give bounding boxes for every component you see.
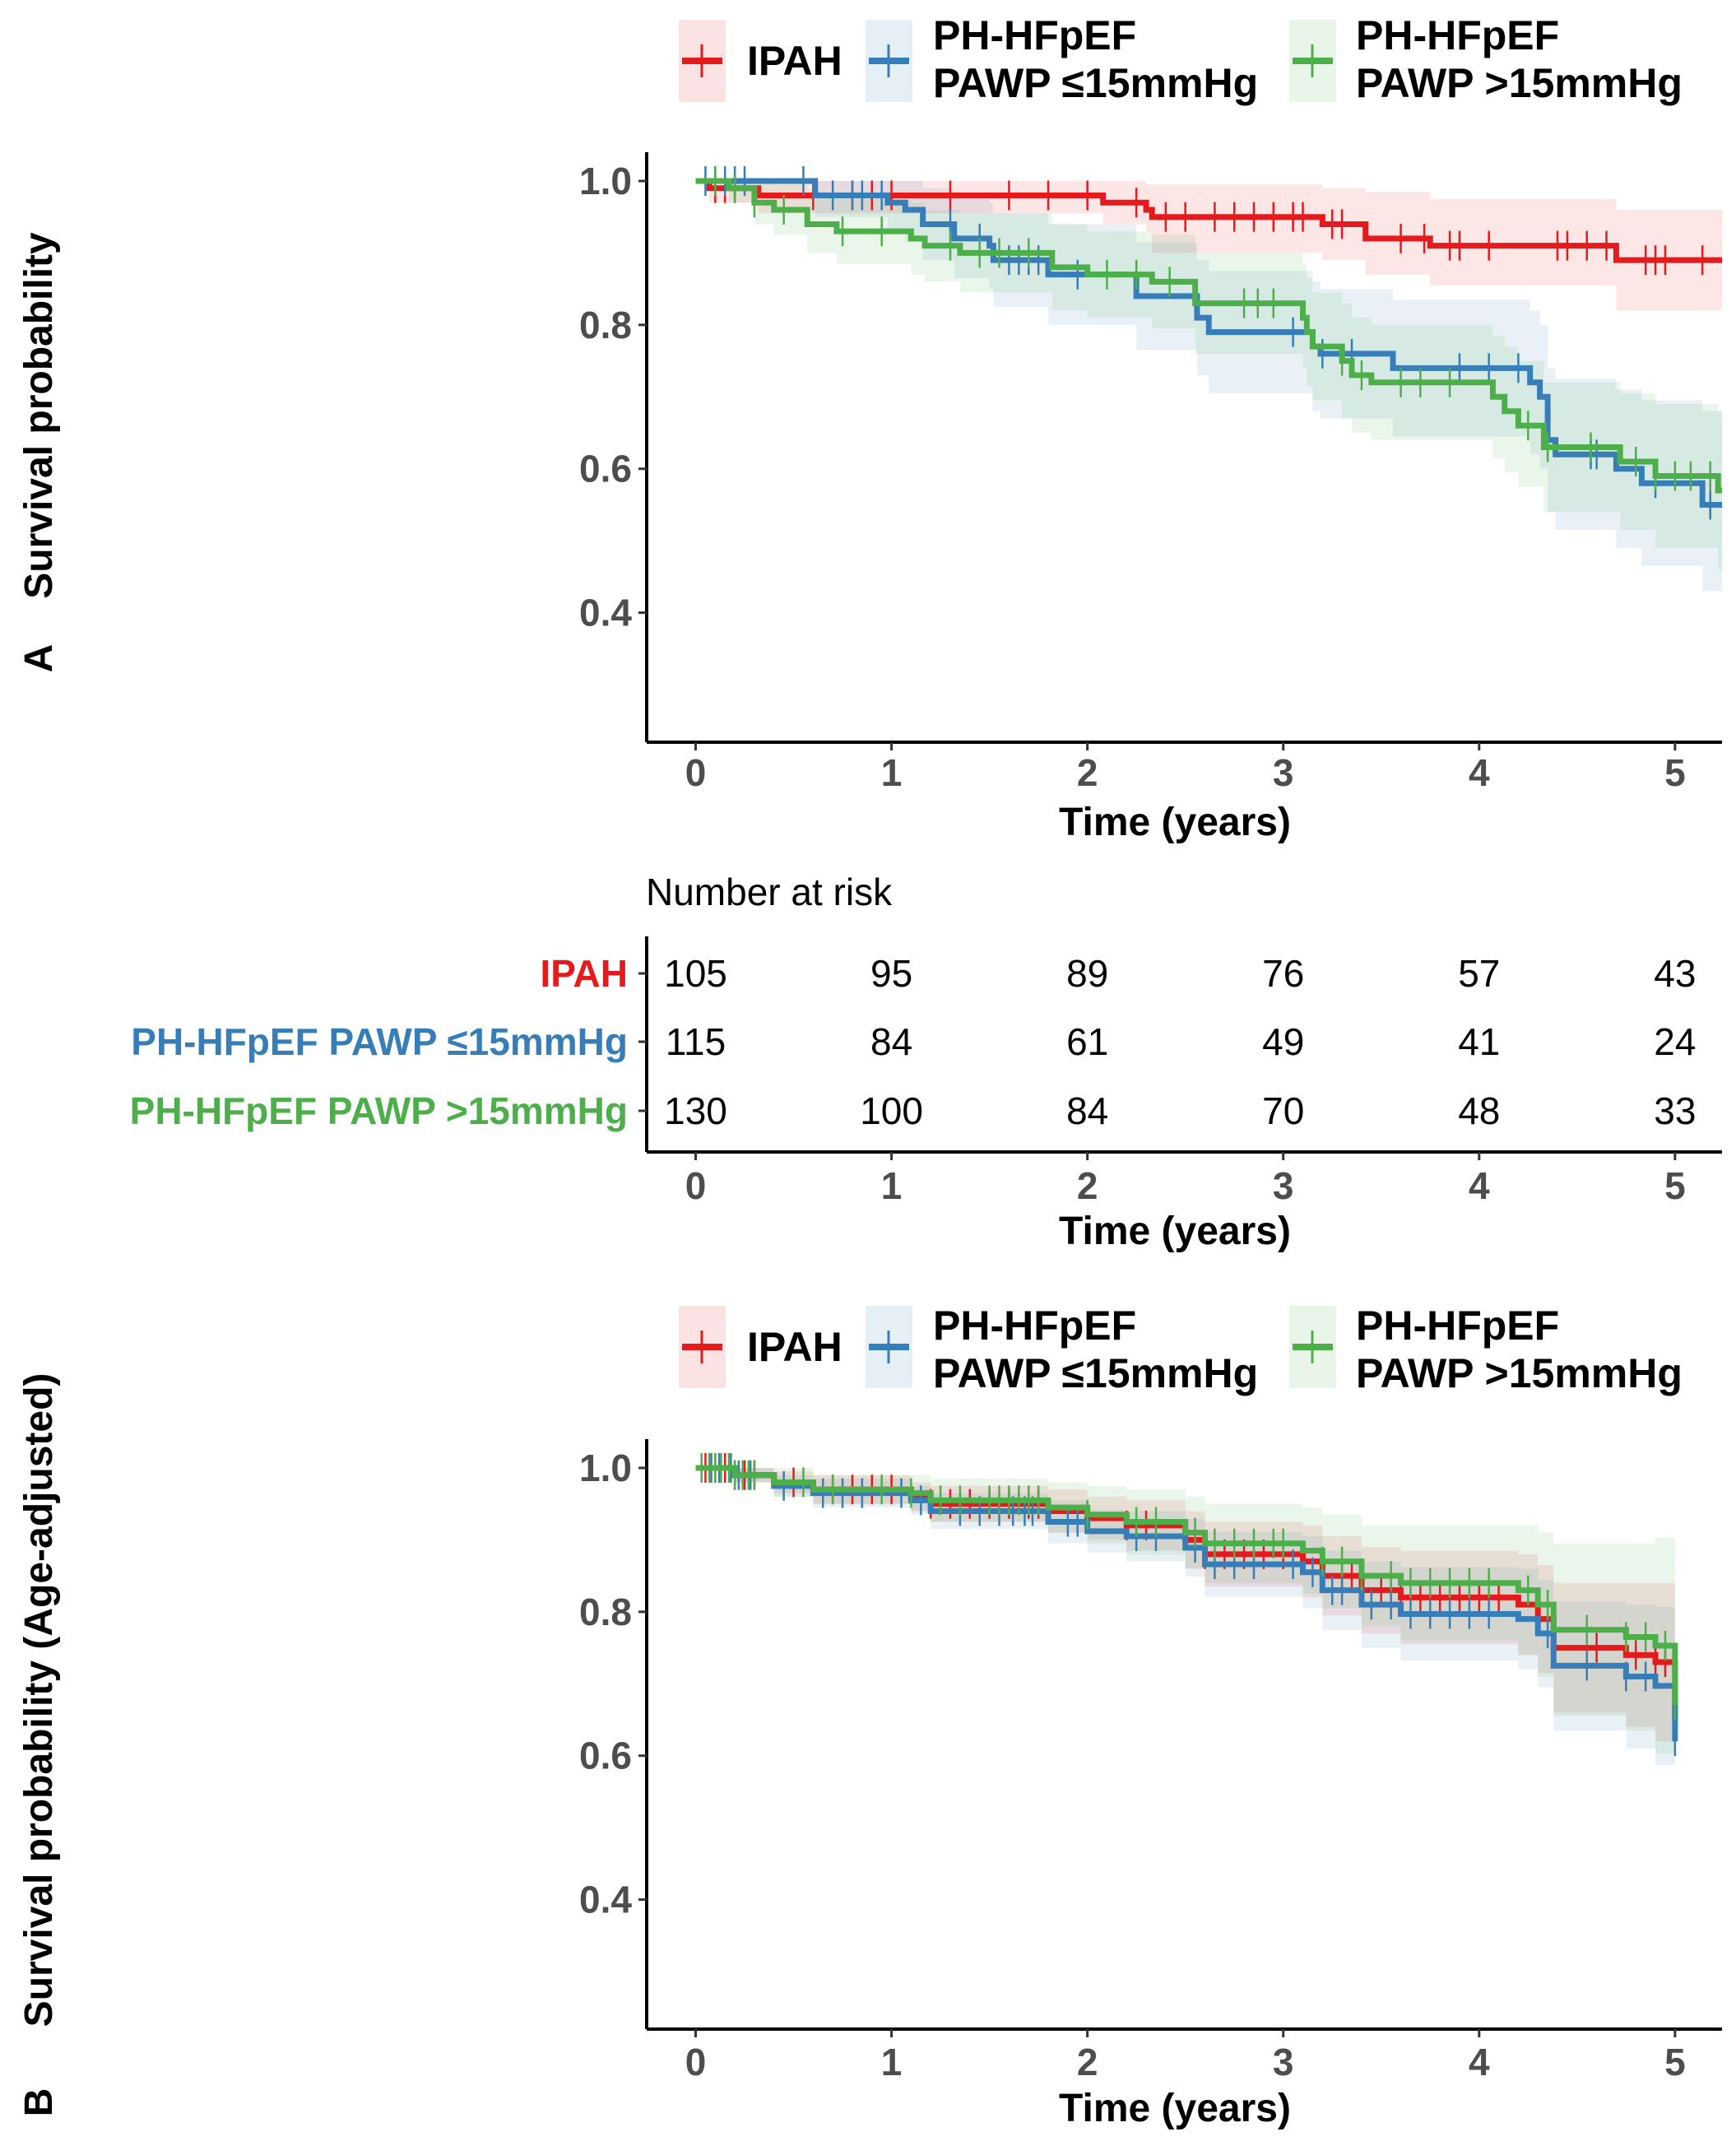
legend-label: PH-HFpEF xyxy=(1356,12,1559,58)
risk-count: 76 xyxy=(1262,952,1304,995)
risk-count: 43 xyxy=(1654,952,1696,995)
ci-band-pawp-gt15 xyxy=(695,1467,1675,1754)
legend-label: IPAH xyxy=(747,1324,842,1370)
x-tick-label: 4 xyxy=(1469,1164,1490,1207)
risk-count: 48 xyxy=(1458,1089,1500,1132)
risk-count: 115 xyxy=(666,1020,726,1063)
x-tick-label: 0 xyxy=(685,751,707,794)
x-tick-label: 5 xyxy=(1664,2041,1686,2083)
legend-label: PH-HFpEF xyxy=(933,1303,1136,1349)
y-tick-label: 0.8 xyxy=(579,304,632,346)
risk-count: 49 xyxy=(1262,1020,1304,1063)
x-tick-label: 4 xyxy=(1469,751,1490,794)
x-tick-label: 5 xyxy=(1664,1164,1686,1207)
x-tick-label: 0 xyxy=(685,1164,707,1207)
risk-count: 89 xyxy=(1066,952,1108,995)
x-axis-title-b: Time (years) xyxy=(1059,2087,1291,2130)
risk-count: 41 xyxy=(1458,1020,1500,1063)
risk-count: 84 xyxy=(870,1020,912,1063)
y-axis-title-a: Survival probability xyxy=(17,232,61,599)
legend-a-item-pawp-le15: PH-HFpEF PAWP ≤15mmHg xyxy=(866,12,1258,106)
y-tick-label: 0.4 xyxy=(579,592,632,634)
legend-b-item-pawp-gt15: PH-HFpEF PAWP >15mmHg xyxy=(1289,1303,1683,1396)
legend-label: PAWP ≤15mmHg xyxy=(933,1350,1258,1396)
legend-a-item-ipah: IPAH xyxy=(679,20,842,102)
risk-row-label-pawp-le15: PH-HFpEF PAWP ≤15mmHg xyxy=(131,1020,628,1063)
risk-count: 84 xyxy=(1066,1089,1108,1132)
risk-row-label-ipah: IPAH xyxy=(541,952,629,995)
risk-row-label-pawp-gt15: PH-HFpEF PAWP >15mmHg xyxy=(130,1089,628,1132)
x-tick-label: 2 xyxy=(1077,2041,1098,2083)
x-tick-label: 2 xyxy=(1077,1164,1098,1207)
x-axis-title-risk: Time (years) xyxy=(1059,1210,1291,1253)
risk-count: 70 xyxy=(1262,1089,1304,1132)
survival-curve-pawp-le15 xyxy=(695,178,1722,508)
ci-band-pawp-gt15 xyxy=(695,180,1722,570)
legend-label: PAWP >15mmHg xyxy=(1356,1350,1683,1396)
risk-count: 100 xyxy=(860,1089,923,1132)
x-tick-label: 4 xyxy=(1469,2041,1490,2083)
legend-label: PAWP >15mmHg xyxy=(1356,60,1683,106)
x-tick-label: 0 xyxy=(685,2041,707,2083)
legend-label: PH-HFpEF xyxy=(1356,1303,1559,1349)
risk-count: 33 xyxy=(1654,1089,1696,1132)
x-tick-label: 5 xyxy=(1664,751,1686,794)
legend-label: IPAH xyxy=(747,38,842,84)
ci-band-ipah xyxy=(695,180,1722,311)
survival-curve-pawp-gt15 xyxy=(695,178,1722,494)
risk-count: 105 xyxy=(664,952,727,995)
legend-b-item-ipah: IPAH xyxy=(679,1306,842,1388)
legend-b: IPAH PH-HFpEF PAWP ≤15mmHg PH-HFpEF PAWP… xyxy=(679,1303,1683,1396)
survival-curve-pawp-le15 xyxy=(695,1465,1678,1742)
plot-area-b: 0 1 2 3 4 5 0.4 0.6 0.8 1.0 xyxy=(579,1439,1722,2083)
legend-a-item-pawp-gt15: PH-HFpEF PAWP >15mmHg xyxy=(1289,12,1683,106)
y-axis-title-b: Survival probability (Age-adjusted) xyxy=(17,1373,61,2027)
survival-curve-pawp-gt15 xyxy=(695,1465,1678,1706)
y-tick-label: 1.0 xyxy=(579,1447,632,1489)
x-tick-label: 1 xyxy=(881,751,903,794)
legend-label: PAWP ≤15mmHg xyxy=(933,60,1258,106)
x-tick-label: 1 xyxy=(881,2041,903,2083)
risk-table-title: Number at risk xyxy=(646,871,893,913)
y-tick-label: 0.6 xyxy=(579,448,632,490)
panel-label-a: A xyxy=(17,644,61,673)
panel-label-b: B xyxy=(17,2088,61,2117)
x-tick-label: 3 xyxy=(1273,2041,1294,2083)
legend-a: IPAH PH-HFpEF PAWP ≤15mmHg PH-HFpEF PAWP… xyxy=(679,12,1683,106)
legend-label: PH-HFpEF xyxy=(933,12,1136,58)
survival-curve-ipah xyxy=(695,178,1722,263)
risk-count: 95 xyxy=(870,952,912,995)
risk-count: 24 xyxy=(1654,1020,1696,1063)
legend-b-item-pawp-le15: PH-HFpEF PAWP ≤15mmHg xyxy=(866,1303,1258,1396)
x-axis-title-a: Time (years) xyxy=(1059,801,1291,844)
y-tick-label: 0.6 xyxy=(579,1735,632,1777)
x-tick-label: 3 xyxy=(1273,1164,1294,1207)
y-tick-label: 0.8 xyxy=(579,1591,632,1633)
x-tick-label: 2 xyxy=(1077,751,1098,794)
plot-area-a: 0 1 2 3 4 5 0.4 0.6 0.8 1.0 xyxy=(579,152,1722,794)
y-tick-label: 0.4 xyxy=(579,1879,632,1921)
x-tick-label: 1 xyxy=(881,1164,903,1207)
risk-count: 61 xyxy=(1066,1020,1108,1063)
y-tick-label: 1.0 xyxy=(579,160,632,202)
risk-count: 57 xyxy=(1458,952,1500,995)
x-tick-label: 3 xyxy=(1273,751,1294,794)
risk-count: 130 xyxy=(664,1089,727,1132)
ci-band-pawp-le15 xyxy=(695,180,1722,592)
